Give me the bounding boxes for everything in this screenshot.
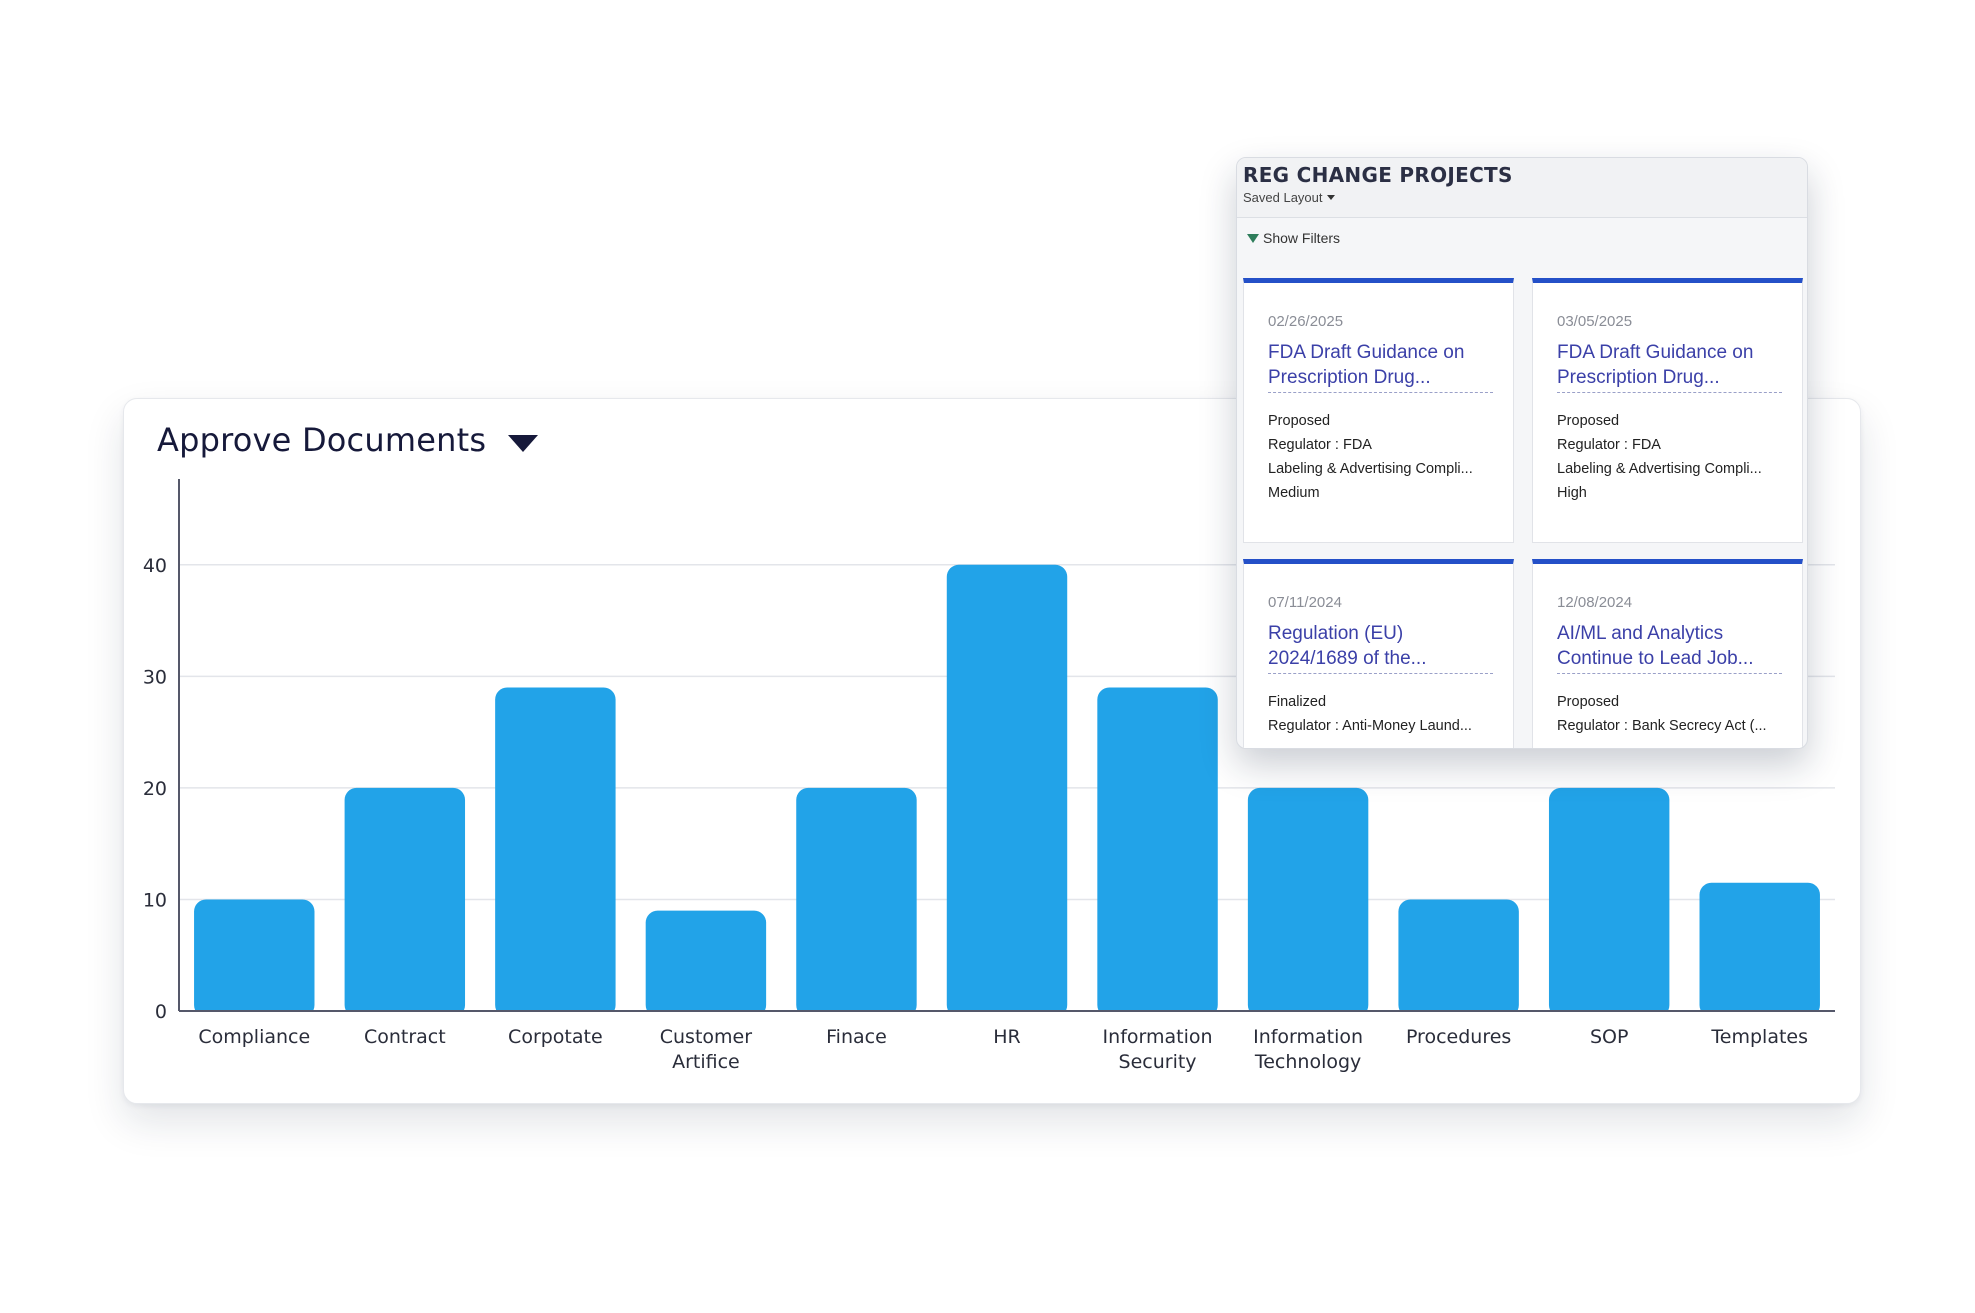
filter-icon: [1247, 233, 1259, 243]
saved-layout-dropdown[interactable]: Saved Layout: [1243, 190, 1335, 205]
card-date: 07/11/2024: [1268, 594, 1342, 611]
chart-dropdown-icon[interactable]: [508, 434, 539, 452]
x-tick-label: HR: [993, 1026, 1021, 1048]
y-tick-label: 10: [143, 889, 167, 911]
y-tick-label: 40: [143, 555, 167, 577]
saved-layout-label: Saved Layout: [1243, 190, 1323, 205]
card-status: Finalized: [1268, 694, 1327, 710]
baseline-mask: [180, 1012, 1836, 1020]
show-filters-label: Show Filters: [1263, 230, 1341, 246]
bar: [946, 564, 1068, 1017]
x-tick-label: Customer: [660, 1026, 752, 1048]
card-category: Labeling & Advertising Compli...: [1557, 461, 1762, 477]
x-tick-label: Information: [1103, 1026, 1213, 1048]
project-card[interactable]: 02/26/2025 FDA Draft Guidance on Prescri…: [1243, 278, 1514, 543]
card-priority: Medium: [1268, 485, 1320, 501]
x-tick-label: Corpotate: [508, 1026, 603, 1048]
card-status: Proposed: [1557, 413, 1620, 429]
card-title-link[interactable]: Regulation (EU) 2024/1689 of the...: [1268, 621, 1493, 674]
card-status: Proposed: [1268, 413, 1331, 429]
x-tick-label: Compliance: [198, 1026, 310, 1048]
bar: [645, 910, 767, 1017]
x-tick-label: Procedures: [1406, 1026, 1511, 1048]
y-tick-label: 20: [143, 778, 167, 800]
bar-chart: 0 10 20 30 40 Compliance Contract Corpotate Cust…: [143, 479, 1836, 1073]
bar: [1247, 787, 1369, 1017]
card-meta: Finalized Regulator : Anti-Money Laund..…: [1268, 690, 1493, 738]
y-tick-label: 0: [155, 1001, 167, 1023]
x-tick-label: Artifice: [672, 1051, 740, 1073]
bar: [1398, 899, 1519, 1017]
project-card[interactable]: 07/11/2024 Regulation (EU) 2024/1689 of …: [1243, 559, 1514, 748]
chart-header: Approve Documents: [157, 421, 539, 459]
card-title-link[interactable]: FDA Draft Guidance on Prescription Drug.…: [1557, 340, 1782, 393]
card-date: 12/08/2024: [1557, 594, 1633, 611]
bar: [495, 687, 616, 1017]
bar: [344, 787, 466, 1017]
project-cards: 02/26/2025 FDA Draft Guidance on Prescri…: [1243, 278, 1803, 748]
bar: [1097, 687, 1218, 1017]
bar: [1548, 787, 1670, 1017]
card-date: 02/26/2025: [1268, 313, 1344, 330]
panel-header: REG CHANGE PROJECTS Saved Layout: [1237, 158, 1807, 218]
card-regulator: Regulator : Anti-Money Laund...: [1268, 718, 1472, 734]
card-status: Proposed: [1557, 694, 1620, 710]
caret-down-icon: [1326, 195, 1335, 200]
show-filters-button[interactable]: Show Filters: [1247, 230, 1340, 246]
y-tick-label: 30: [143, 666, 167, 688]
card-priority: High: [1557, 485, 1587, 501]
card-date: 03/05/2025: [1557, 313, 1633, 330]
x-tick-label: Security: [1119, 1051, 1197, 1073]
x-tick-label: Finace: [826, 1026, 887, 1048]
panel-title: REG CHANGE PROJECTS: [1243, 163, 1513, 187]
card-category: Labeling & Advertising Compli...: [1268, 461, 1473, 477]
card-regulator: Regulator : Bank Secrecy Act (...: [1557, 718, 1767, 734]
card-meta: Proposed Regulator : FDA Labeling & Adve…: [1268, 409, 1493, 505]
chart-title: Approve Documents: [157, 421, 487, 459]
bar: [194, 899, 315, 1017]
x-tick-label: Contract: [364, 1026, 446, 1048]
reg-change-projects-panel: REG CHANGE PROJECTS Saved Layout Show Fi…: [1236, 157, 1808, 749]
x-tick-label: Templates: [1710, 1026, 1808, 1048]
project-card[interactable]: 03/05/2025 FDA Draft Guidance on Prescri…: [1532, 278, 1803, 543]
card-title-link[interactable]: FDA Draft Guidance on Prescription Drug.…: [1268, 340, 1493, 393]
x-tick-label: SOP: [1590, 1026, 1628, 1048]
x-tick-label: Information: [1253, 1026, 1363, 1048]
card-regulator: Regulator : FDA: [1268, 437, 1372, 453]
project-card[interactable]: 12/08/2024 AI/ML and Analytics Continue …: [1532, 559, 1803, 748]
x-tick-label: Technology: [1254, 1051, 1361, 1073]
card-regulator: Regulator : FDA: [1557, 437, 1661, 453]
card-meta: Proposed Regulator : Bank Secrecy Act (.…: [1557, 690, 1782, 738]
card-title-link[interactable]: AI/ML and Analytics Continue to Lead Job…: [1557, 621, 1782, 674]
card-meta: Proposed Regulator : FDA Labeling & Adve…: [1557, 409, 1782, 505]
bar: [796, 787, 917, 1017]
bar: [1699, 882, 1820, 1017]
